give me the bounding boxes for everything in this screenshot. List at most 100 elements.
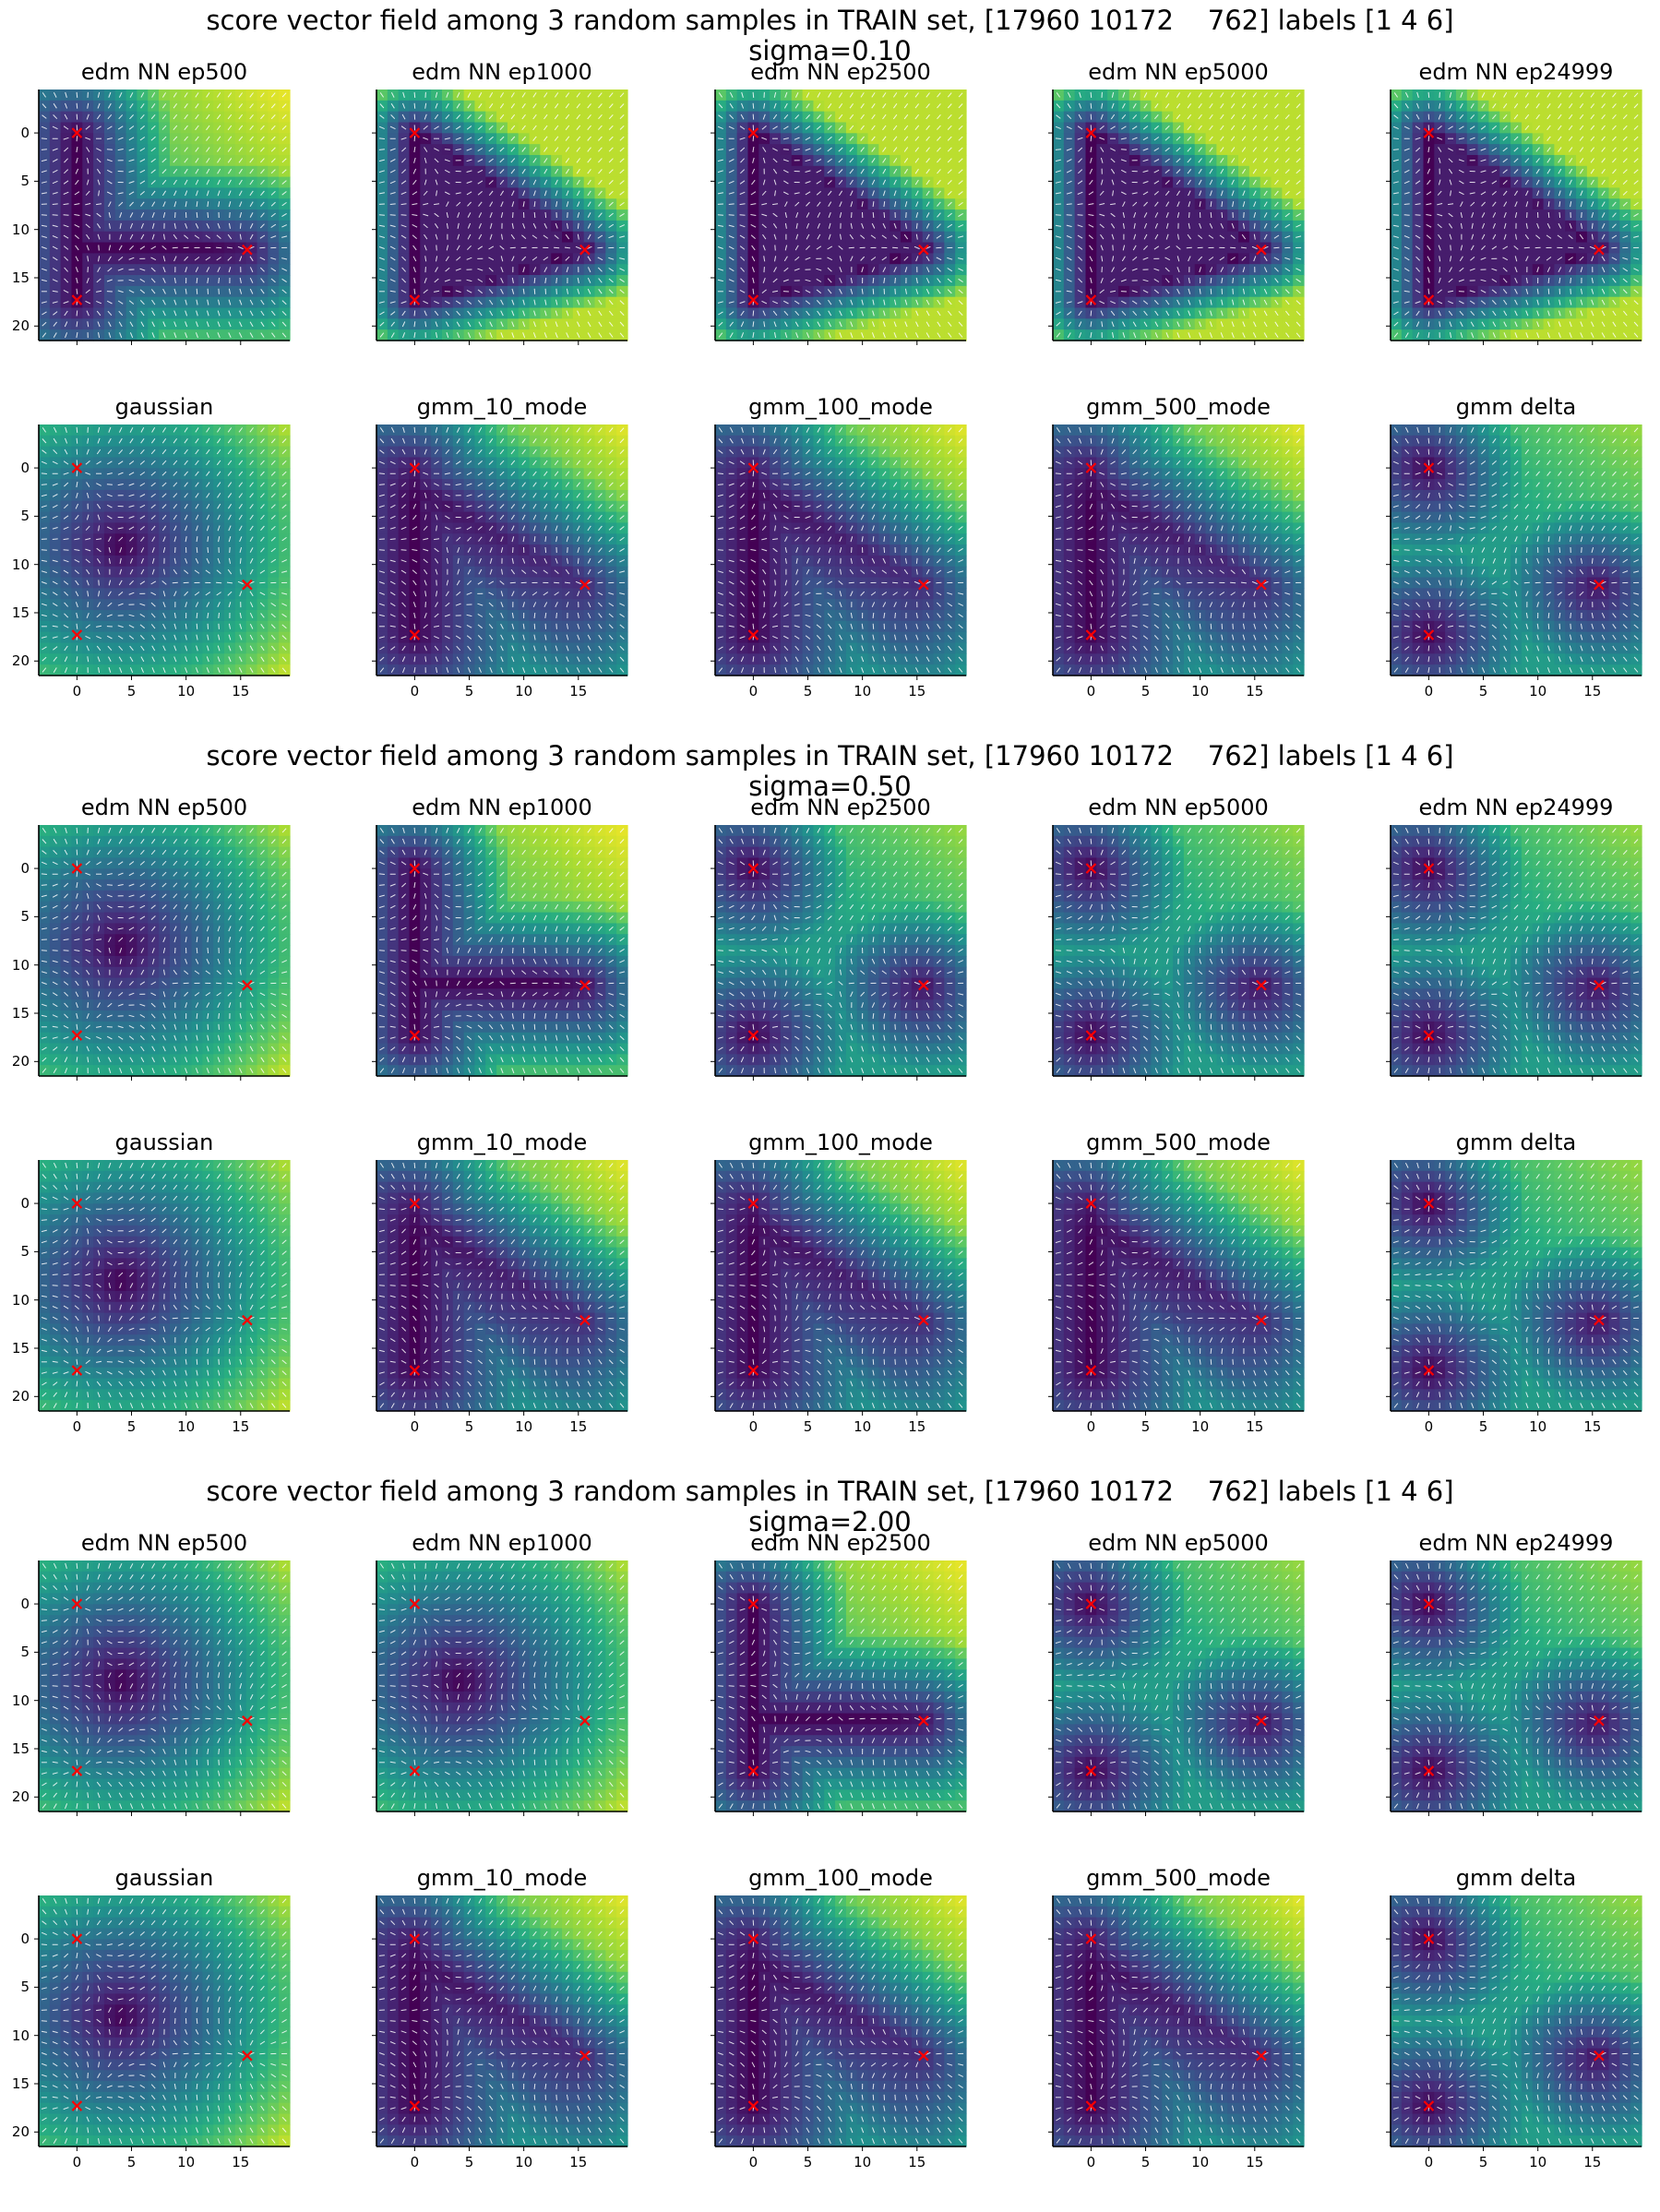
vector-arrow	[1392, 279, 1399, 282]
vector-arrow	[1502, 147, 1508, 152]
vector-arrow	[926, 288, 930, 294]
vector-arrow	[227, 125, 233, 131]
vector-arrow	[728, 192, 734, 195]
vector-arrow	[763, 102, 766, 109]
vector-arrow	[883, 277, 886, 283]
sample-marker	[409, 127, 421, 138]
vector-arrow	[1403, 192, 1410, 195]
vector-arrow	[139, 278, 146, 282]
vector-arrow	[1427, 102, 1430, 109]
vector-arrow	[1198, 125, 1202, 131]
vector-arrow	[457, 212, 460, 218]
vector-arrow	[216, 103, 221, 109]
vector-arrow	[63, 224, 69, 228]
vector-arrow	[217, 158, 221, 163]
vector-arrow	[1284, 268, 1291, 272]
vector-arrow	[816, 289, 822, 294]
vector-arrow	[52, 148, 58, 151]
vector-arrow	[937, 125, 941, 130]
vector-arrow	[511, 222, 514, 229]
vector-arrow	[914, 114, 919, 120]
vector-arrow	[1547, 136, 1551, 141]
vector-arrow	[1491, 126, 1497, 130]
vector-arrow	[216, 92, 221, 98]
vector-arrow	[1055, 257, 1061, 260]
vector-arrow	[1415, 278, 1421, 283]
vector-arrow	[1242, 267, 1246, 273]
vector-arrow	[1088, 191, 1094, 196]
vector-arrow	[140, 201, 145, 207]
vector-arrow	[533, 310, 536, 317]
vector-arrow	[587, 310, 591, 317]
vector-arrow	[543, 190, 547, 197]
vector-arrow	[1296, 332, 1301, 338]
vector-arrow	[1480, 257, 1487, 260]
heatmap-panel	[372, 90, 628, 345]
vector-arrow	[117, 149, 124, 151]
vector-arrow	[1535, 256, 1541, 261]
vector-arrow	[489, 201, 494, 208]
vector-arrow	[445, 267, 450, 272]
vector-arrow	[861, 310, 865, 317]
vector-arrow	[96, 158, 102, 163]
vector-arrow	[565, 136, 570, 141]
vector-arrow	[566, 179, 569, 185]
vector-arrow	[1241, 114, 1247, 120]
vector-arrow	[772, 223, 778, 229]
vector-arrow	[1263, 179, 1268, 185]
vector-arrow	[543, 92, 548, 98]
vector-arrow	[1392, 149, 1399, 150]
vector-arrow	[76, 136, 78, 142]
vector-arrow	[434, 158, 439, 163]
vector-arrow	[1296, 169, 1301, 174]
vector-arrow	[249, 201, 254, 207]
vector-arrow	[389, 245, 396, 250]
vector-arrow	[118, 114, 124, 120]
vector-arrow	[184, 92, 188, 98]
vector-arrow	[1547, 114, 1551, 120]
vector-arrow	[872, 299, 875, 305]
vector-arrow	[892, 234, 898, 239]
vector-arrow	[958, 321, 963, 327]
vector-arrow	[1296, 321, 1301, 327]
vector-arrow	[1470, 310, 1475, 317]
vector-arrow	[260, 147, 265, 152]
vector-arrow	[162, 201, 166, 208]
vector-arrow	[1110, 223, 1116, 229]
vector-arrow	[521, 125, 526, 131]
vector-arrow	[543, 267, 548, 273]
vector-arrow	[281, 103, 287, 109]
vector-arrow	[412, 234, 417, 239]
vector-arrow	[1164, 245, 1171, 250]
vector-arrow	[882, 321, 886, 328]
vector-arrow	[871, 222, 876, 229]
vector-arrow	[782, 191, 789, 196]
vector-arrow	[1187, 179, 1191, 185]
vector-arrow	[728, 235, 734, 239]
vector-arrow	[76, 102, 78, 109]
vector-arrow	[65, 332, 68, 339]
vector-arrow	[1221, 310, 1224, 317]
vector-arrow	[587, 233, 591, 240]
vector-arrow	[783, 180, 789, 185]
vector-arrow	[904, 179, 908, 185]
vector-arrow	[64, 256, 69, 261]
vector-arrow	[1120, 300, 1127, 305]
vector-arrow	[1403, 268, 1410, 272]
vector-arrow	[1066, 224, 1072, 228]
vector-arrow	[1296, 310, 1301, 316]
vector-arrow	[717, 257, 723, 260]
vector-arrow	[1502, 169, 1508, 173]
vector-arrow	[249, 222, 254, 229]
vector-arrow	[1252, 179, 1257, 185]
vector-arrow	[194, 234, 200, 239]
vector-arrow	[522, 267, 525, 273]
vector-arrow	[1274, 136, 1279, 141]
vector-arrow	[1296, 125, 1301, 130]
vector-arrow	[521, 158, 526, 163]
suptitle-text: score vector field among 3 random sample…	[206, 5, 1453, 36]
vector-arrow	[816, 148, 822, 152]
vector-arrow	[762, 245, 766, 251]
vector-arrow	[117, 137, 124, 140]
vector-arrow	[162, 256, 166, 262]
